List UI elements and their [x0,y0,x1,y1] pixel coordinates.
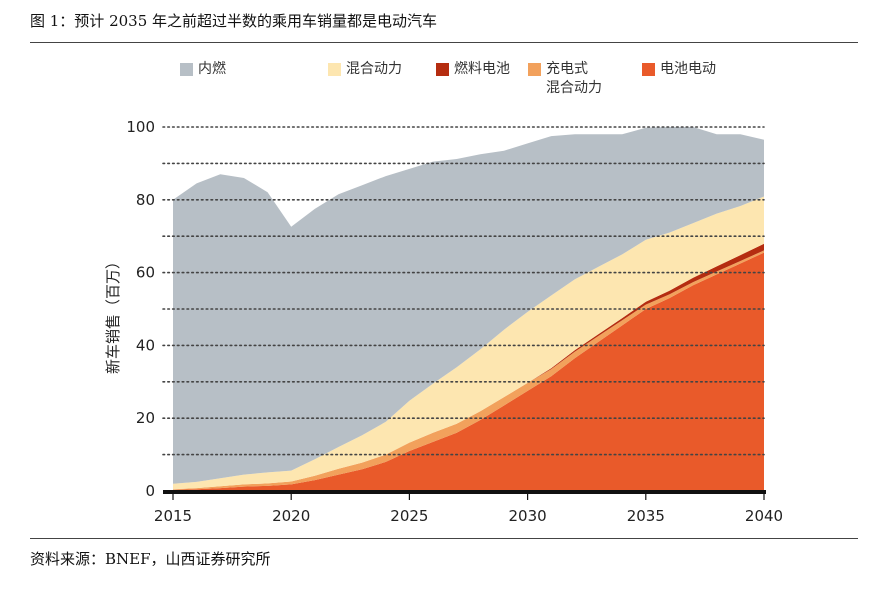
x-tick-label: 2035 [627,507,665,525]
legend-label-phev: 充电式 [546,61,588,77]
x-tick-label: 2040 [745,507,783,525]
top-rule [30,42,858,43]
y-tick-label: 0 [145,482,155,500]
bottom-rule [30,538,858,539]
legend-swatch-fuel_cell [436,63,449,76]
x-tick-label: 2030 [509,507,547,525]
legend-swatch-hybrid [328,63,341,76]
figure-title: 图 1：预计 2035 年之前超过半数的乘用车销量都是电动汽车 [30,12,438,30]
legend-label-fuel_cell: 燃料电池 [454,61,510,77]
area-hybrid [173,196,764,490]
figure-source: 资料来源：BNEF，山西证券研究所 [30,550,271,568]
y-tick-label: 60 [136,264,155,282]
legend-label-bev: 电池电动 [660,61,716,77]
chart-legend: 内燃 混合动力 燃料电池 充电式 混合动力 电池电动 [0,0,888,110]
y-tick-label: 20 [136,409,155,427]
legend-label-ice: 内燃 [198,61,226,77]
y-tick-label: 80 [136,191,155,209]
stacked-area-chart: 2015 2020 2025 2030 2035 2040020406080100新车销售… [104,118,783,525]
legend-swatch-ice [180,63,193,76]
legend-label-line2-phev: 混合动力 [546,80,602,96]
x-tick-label: 2015 [154,507,192,525]
area-ice [173,127,764,484]
x-tick-label: 2020 [272,507,310,525]
y-axis-label: 新车销售（百万） [104,254,122,374]
area-series-group [173,127,764,491]
legend-label-hybrid: 混合动力 [346,61,402,77]
y-tick-label: 100 [126,118,155,136]
area-bev [173,252,764,491]
legend-swatch-phev [528,63,541,76]
x-tick-label: 2025 [390,507,428,525]
y-tick-label: 40 [136,336,155,354]
legend-swatch-bev [642,63,655,76]
gridlines [162,126,765,456]
